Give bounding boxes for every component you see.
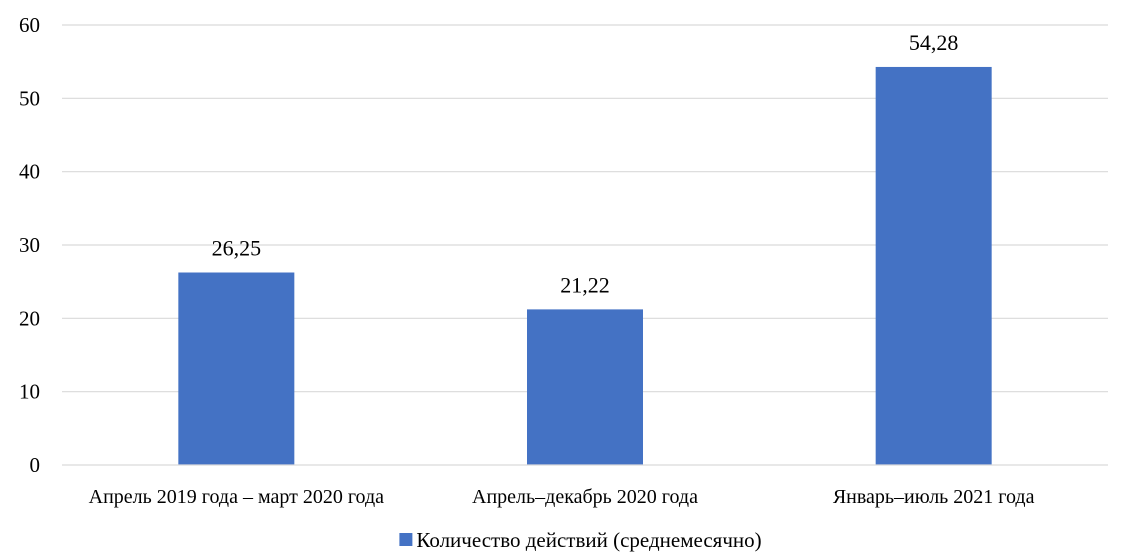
bars [178,66,992,466]
y-tick-label: 30 [19,233,40,257]
y-tick-label: 60 [19,13,40,37]
x-category-label: Апрель–декабрь 2020 года [472,486,698,508]
legend-label: Количество действий (среднемесячно) [416,528,761,552]
data-label: 21,22 [560,272,610,297]
x-axis-category-labels: Апрель 2019 года – март 2020 года Апрель–… [89,486,1035,508]
legend: Количество действий (среднемесячно) [399,528,762,552]
legend-swatch [399,533,413,546]
y-tick-label: 10 [19,380,40,404]
bar [527,309,643,465]
y-tick-label: 20 [19,306,40,330]
data-labels: 26,25 21,22 54,28 [212,30,959,297]
x-category-label: Апрель 2019 года – март 2020 года [89,486,384,508]
y-axis-tick-labels: 0 10 20 30 40 50 60 [19,13,40,477]
x-category-label: Январь–июль 2021 года [833,486,1035,508]
y-tick-label: 0 [30,453,41,477]
data-label: 54,28 [909,30,959,55]
bar [875,66,992,466]
y-tick-label: 50 [19,86,40,110]
bar [178,272,295,465]
data-label: 26,25 [212,236,262,261]
y-tick-label: 40 [19,160,40,184]
